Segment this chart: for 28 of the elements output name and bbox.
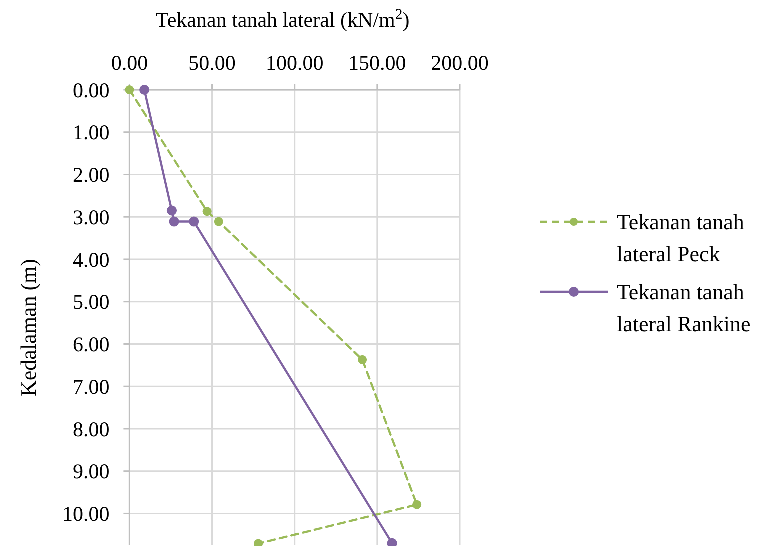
x-tick-label: 200.00	[431, 51, 489, 75]
point	[140, 85, 150, 95]
y-tick-label: 5.00	[72, 290, 110, 314]
point	[169, 216, 180, 227]
x-tick-label: 50.00	[188, 51, 236, 75]
y-tick-label: 0.00	[72, 78, 110, 102]
y-tick-label: 3.00	[72, 205, 110, 230]
point	[202, 207, 212, 216]
y-tick-label: 9.00	[72, 460, 110, 484]
point	[166, 206, 177, 216]
point	[358, 355, 368, 364]
y-tick-label: 10.00	[62, 502, 110, 526]
y-tick-label: 4.00	[72, 248, 110, 272]
x-tick-label: 150.00	[348, 51, 406, 75]
legend-label: Tekanan tanah lateral Peck	[617, 210, 744, 267]
point	[214, 217, 224, 226]
y-axis-title: Kedalaman (m)	[16, 259, 41, 396]
y-tick-label: 7.00	[72, 374, 110, 399]
y-tick-label: 1.00	[72, 120, 110, 145]
x-axis-title: Tekanan tanah lateral (kN/m$^{2}$)	[156, 7, 410, 32]
point	[412, 500, 422, 510]
y-tick-label: 6.00	[72, 332, 110, 357]
y-tick-label: 8.00	[72, 417, 110, 442]
legend-label: Tekanan tanah lateral Rankine	[617, 280, 751, 337]
y-tick-label: 2.00	[72, 163, 110, 188]
x-tick-label: 0.00	[111, 51, 148, 75]
x-tick-label: 100.00	[266, 51, 324, 75]
point	[189, 216, 200, 227]
